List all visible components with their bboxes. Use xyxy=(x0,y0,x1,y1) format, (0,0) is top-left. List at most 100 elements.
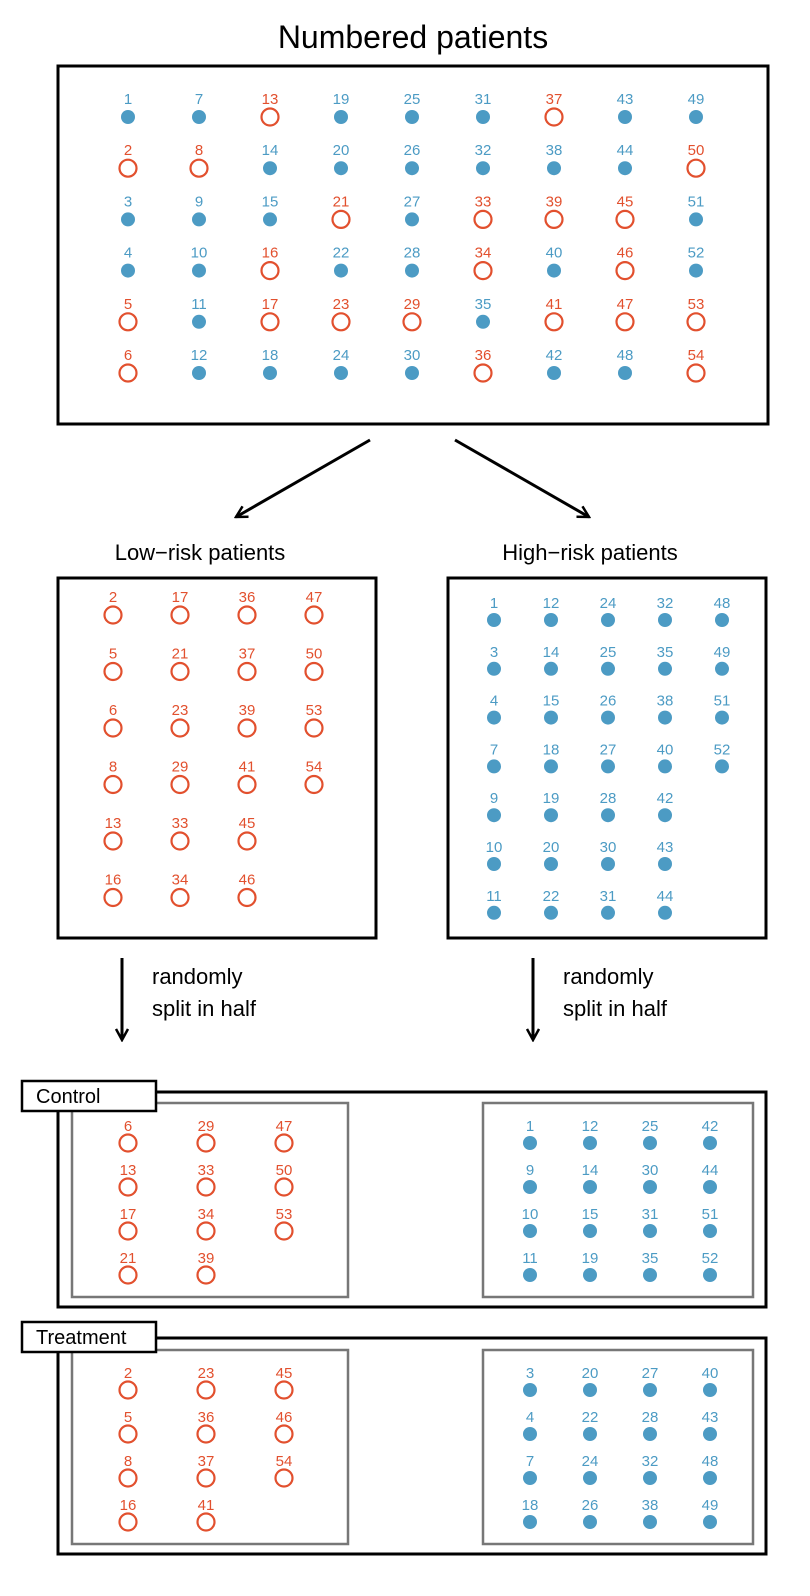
patient-number: 52 xyxy=(702,1250,719,1267)
patient-number: 9 xyxy=(490,790,498,807)
patient-number: 22 xyxy=(582,1409,599,1426)
patient-number: 10 xyxy=(191,245,208,262)
patient-number: 36 xyxy=(198,1409,215,1426)
high-risk-patient-marker xyxy=(703,1471,717,1485)
treatment-high-risk-group: 3 4 7 18 20 22 24 26 27 28 32 38 40 43 48 49 xyxy=(522,1365,719,1529)
patient-number: 2 xyxy=(109,589,117,606)
high-risk-patient-marker xyxy=(643,1224,657,1238)
patient-number: 5 xyxy=(124,1409,132,1426)
patient-number: 54 xyxy=(306,759,323,776)
high-risk-patient-marker xyxy=(476,110,490,124)
patient-number: 46 xyxy=(617,245,634,262)
low-risk-patient-marker xyxy=(331,312,351,332)
high-risk-patient-marker xyxy=(583,1427,597,1441)
patient-number: 39 xyxy=(239,702,256,719)
high-risk-patient-marker xyxy=(334,161,348,176)
treatment-low-risk-group: 2 5 8 16 23 36 37 41 45 46 54 xyxy=(118,1365,294,1532)
low-risk-patient-marker xyxy=(118,1177,138,1197)
patient-number: 50 xyxy=(276,1162,293,1179)
patient-number: 40 xyxy=(702,1365,719,1382)
low-risk-patient-marker xyxy=(615,261,635,281)
low-risk-patient-marker xyxy=(304,718,324,738)
high-risk-patient-marker xyxy=(544,710,558,725)
high-risk-patient-marker xyxy=(192,212,206,227)
low-risk-patient-marker xyxy=(189,158,209,178)
low-risk-patient-marker xyxy=(118,363,138,383)
low-split-note-line1: randomly xyxy=(152,964,242,989)
patient-number: 50 xyxy=(688,142,705,159)
patient-number: 28 xyxy=(600,790,617,807)
low-risk-frame xyxy=(56,576,378,940)
patient-number: 51 xyxy=(702,1206,719,1223)
low-risk-patient-marker xyxy=(274,1424,294,1444)
high-risk-patient-marker xyxy=(643,1383,657,1397)
patient-number: 21 xyxy=(333,193,350,210)
patient-number: 36 xyxy=(239,589,256,606)
high-risk-patient-marker xyxy=(658,905,672,920)
high-risk-patient-marker xyxy=(643,1471,657,1485)
high-risk-patient-marker xyxy=(405,366,419,380)
patient-number: 39 xyxy=(198,1250,215,1267)
high-risk-patient-marker xyxy=(476,161,490,176)
high-risk-patient-marker xyxy=(487,759,501,774)
patient-number: 7 xyxy=(195,91,203,108)
high-risk-patient-marker xyxy=(703,1427,717,1441)
patient-number: 53 xyxy=(306,702,323,719)
patient-number: 17 xyxy=(120,1206,137,1223)
high-risk-patient-marker xyxy=(487,905,501,920)
patient-number: 25 xyxy=(404,91,421,108)
patient-number: 37 xyxy=(198,1453,215,1470)
low-risk-patient-marker xyxy=(103,605,123,625)
low-risk-patient-marker xyxy=(118,1512,138,1532)
high-risk-patient-marker xyxy=(689,212,703,227)
low-risk-patient-marker xyxy=(170,718,190,738)
high-risk-patient-marker xyxy=(487,857,501,871)
high-split-note-line2: split in half xyxy=(563,996,668,1021)
low-risk-patient-marker xyxy=(686,363,706,383)
high-risk-patient-marker xyxy=(544,905,558,920)
patient-number: 2 xyxy=(124,142,132,159)
patient-number: 28 xyxy=(404,245,421,262)
patient-number: 23 xyxy=(172,702,189,719)
low-risk-patient-marker xyxy=(196,1177,216,1197)
patient-number: 26 xyxy=(404,142,421,159)
low-risk-patient-marker xyxy=(260,312,280,332)
low-risk-patient-marker xyxy=(118,158,138,178)
treatment-frame xyxy=(56,1336,768,1556)
low-risk-patient-marker xyxy=(103,718,123,738)
high-risk-patient-marker xyxy=(583,1268,597,1282)
patient-number: 42 xyxy=(702,1118,719,1135)
patient-number: 40 xyxy=(657,741,674,758)
high-risk-patient-marker xyxy=(601,905,615,920)
high-risk-patient-marker xyxy=(583,1180,597,1194)
patient-number: 43 xyxy=(657,839,674,856)
low-risk-patient-marker xyxy=(103,887,123,908)
patient-number: 27 xyxy=(404,193,421,210)
patient-number: 15 xyxy=(262,193,279,210)
low-risk-patient-marker xyxy=(118,1424,138,1444)
high-risk-patient-marker xyxy=(487,661,501,676)
patient-number: 42 xyxy=(657,790,674,807)
high-risk-patient-marker xyxy=(643,1268,657,1282)
low-risk-group: 2 5 6 8 13 16 17 21 23 29 33 34 36 37 39 41 45 46 47 50 53 54 xyxy=(103,589,324,908)
low-risk-patient-marker xyxy=(274,1133,294,1153)
patient-number: 17 xyxy=(172,589,189,606)
low-risk-patient-marker xyxy=(118,312,138,332)
patient-number: 27 xyxy=(600,741,617,758)
patient-number: 45 xyxy=(276,1365,293,1382)
patient-number: 43 xyxy=(702,1409,719,1426)
high-risk-patient-marker xyxy=(601,661,615,676)
patient-number: 49 xyxy=(688,91,705,108)
low-risk-patient-marker xyxy=(196,1468,216,1488)
patient-number: 14 xyxy=(262,142,279,159)
high-risk-patient-marker xyxy=(658,710,672,725)
patient-number: 3 xyxy=(490,644,498,661)
arrow-to-low-risk xyxy=(236,438,371,517)
arrow-to-high-risk xyxy=(454,438,589,517)
numbered-patients-group: 1234567891011121314151617181920212223242… xyxy=(118,91,706,383)
patient-number: 7 xyxy=(490,741,498,758)
patient-number: 31 xyxy=(600,888,617,905)
patient-number: 30 xyxy=(404,347,421,364)
patient-number: 20 xyxy=(582,1365,599,1382)
high-risk-patient-marker xyxy=(703,1224,717,1238)
